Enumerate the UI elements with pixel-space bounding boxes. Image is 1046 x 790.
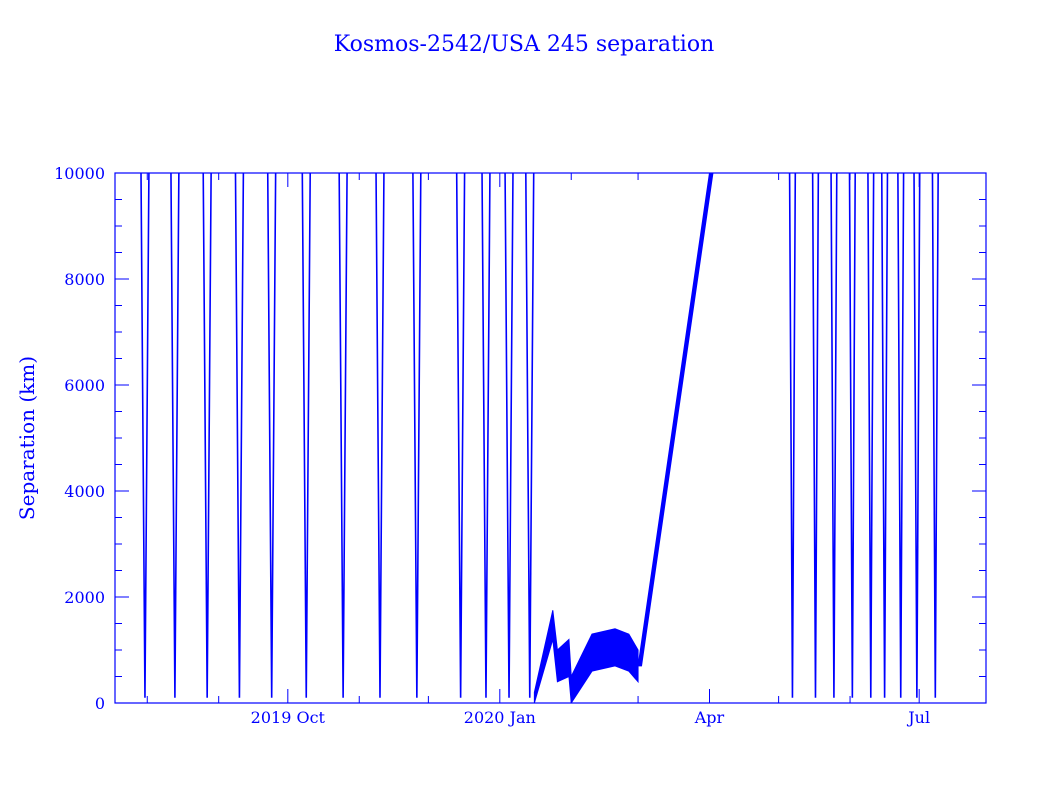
- departure-band: [637, 173, 714, 667]
- separation-cusp: [202, 173, 212, 698]
- separation-cusp: [375, 173, 385, 698]
- separation-cusp: [481, 173, 491, 698]
- separation-cusp: [266, 173, 277, 698]
- y-tick-label: 8000: [64, 270, 105, 289]
- separation-cusp: [338, 173, 348, 698]
- separation-cusp: [455, 173, 466, 698]
- separation-cusp: [788, 173, 797, 698]
- y-tick-label: 2000: [64, 588, 105, 607]
- y-tick-label: 0: [95, 694, 105, 713]
- separation-cusp: [234, 173, 245, 698]
- chart-title: Kosmos-2542/USA 245 separation: [334, 32, 715, 57]
- separation-cusp: [811, 173, 820, 698]
- separation-cusp: [931, 173, 939, 698]
- data-marks: [140, 173, 939, 703]
- y-tick-label: 6000: [64, 376, 105, 395]
- x-tick-label: Apr: [694, 708, 725, 727]
- separation-cusp: [170, 173, 180, 698]
- separation-cusp: [897, 173, 905, 698]
- separation-cusp: [301, 173, 311, 698]
- close-approach-band: [533, 610, 639, 703]
- separation-cusp: [880, 173, 889, 698]
- x-tick-label: 2020 Jan: [464, 708, 536, 727]
- y-tick-label: 10000: [54, 164, 105, 183]
- separation-cusp: [525, 173, 535, 698]
- separation-cusp: [867, 173, 875, 698]
- separation-cusp: [830, 173, 838, 698]
- x-tick-label: 2019 Oct: [251, 708, 326, 727]
- y-axis-label: Separation (km): [15, 356, 39, 520]
- separation-cusp: [140, 173, 150, 698]
- separation-cusp: [412, 173, 422, 698]
- separation-cusp: [848, 173, 857, 698]
- y-tick-label: 4000: [64, 482, 105, 501]
- separation-cusp: [504, 173, 514, 698]
- x-tick-label: Jul: [906, 708, 930, 727]
- axis-ticks: 0 2000 4000 6000 8000 10000 2019 Oct 2020 Jan Ap…: [54, 164, 986, 727]
- separation-cusp: [913, 173, 921, 698]
